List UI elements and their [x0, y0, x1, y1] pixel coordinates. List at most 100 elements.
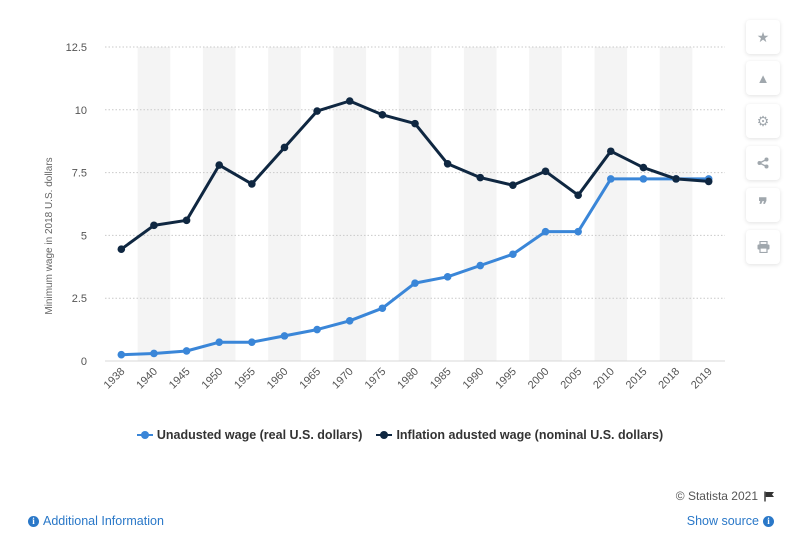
series-points: [117, 97, 713, 359]
x-tick-label: 1960: [265, 366, 291, 392]
flag-icon: [764, 491, 774, 501]
x-tick-label: 2018: [656, 366, 682, 392]
y-tick-label: 7.5: [72, 168, 87, 180]
favorite-button[interactable]: ★: [746, 20, 780, 54]
x-tick-label: 1995: [493, 366, 519, 392]
data-point-series-1[interactable]: [411, 279, 419, 287]
data-point-series-2[interactable]: [443, 160, 452, 168]
x-tick-label: 2005: [558, 366, 584, 392]
show-source-link[interactable]: Show source i: [687, 514, 774, 528]
additional-information-label: Additional Information: [43, 514, 164, 528]
x-tick-label: 1965: [297, 366, 323, 392]
y-tick-label: 0: [81, 356, 87, 368]
info-icon: i: [28, 515, 39, 527]
data-point-series-2[interactable]: [476, 173, 485, 182]
data-point-series-2[interactable]: [280, 143, 289, 152]
x-axis-ticks: 1938 1940 1945 1950 1955 1960 1965 1970 1975 1980…: [102, 366, 715, 392]
bell-icon: ▲: [756, 70, 770, 86]
legend-label: Unadusted wage (real U.S. dollars): [156, 428, 363, 442]
y-tick-label: 10: [75, 105, 87, 117]
column-band: [333, 47, 367, 361]
data-point-series-1[interactable]: [150, 349, 158, 358]
settings-button[interactable]: ⚙: [746, 104, 780, 138]
data-point-series-2[interactable]: [182, 216, 191, 225]
data-point-series-1[interactable]: [541, 227, 550, 236]
x-tick-label: 2010: [591, 366, 617, 392]
column-band: [137, 47, 171, 361]
column-band: [202, 47, 236, 361]
data-point-series-1[interactable]: [639, 175, 648, 183]
chart-legend: Unadusted wage (real U.S. dollars) Infla…: [0, 428, 800, 442]
data-point-series-2[interactable]: [509, 181, 517, 189]
column-band: [594, 47, 628, 361]
statista-credit[interactable]: © Statista 2021: [676, 489, 775, 503]
x-tick-label: 1990: [461, 366, 487, 392]
data-point-series-2[interactable]: [704, 177, 713, 186]
legend-swatch: [136, 429, 153, 441]
y-tick-label: 2.5: [72, 293, 87, 305]
y-axis-ticks: 0 2.5 5 7.5 10 12.5: [66, 42, 87, 368]
data-point-series-1[interactable]: [313, 325, 321, 334]
x-tick-label: 1940: [134, 366, 160, 392]
x-tick-label: 1938: [102, 366, 128, 392]
legend-item-unadjusted[interactable]: Unadusted wage (real U.S. dollars): [136, 428, 363, 442]
share-icon: [757, 157, 769, 169]
data-point-series-2[interactable]: [672, 175, 680, 183]
data-point-series-1[interactable]: [248, 338, 256, 346]
print-icon: [757, 241, 769, 253]
data-point-series-2[interactable]: [117, 245, 126, 254]
data-point-series-2[interactable]: [313, 107, 321, 115]
x-tick-label: 2000: [526, 366, 552, 392]
column-band: [529, 47, 562, 361]
x-tick-label: 2015: [624, 366, 650, 392]
data-point-series-1[interactable]: [606, 175, 615, 183]
data-point-series-1[interactable]: [476, 261, 485, 270]
quote-icon: ❞: [758, 195, 768, 214]
data-point-series-2[interactable]: [639, 163, 648, 172]
data-point-series-1[interactable]: [378, 304, 387, 313]
data-point-series-2[interactable]: [345, 97, 354, 105]
legend-item-inflation-adjusted[interactable]: Inflation adusted wage (nominal U.S. dol…: [376, 428, 663, 442]
x-tick-label: 1955: [232, 366, 258, 392]
credit-text: © Statista 2021: [675, 489, 758, 503]
x-tick-label: 1970: [330, 366, 356, 392]
x-tick-label: 2019: [689, 366, 715, 392]
x-tick-label: 1950: [200, 366, 226, 392]
data-point-series-1[interactable]: [574, 227, 582, 236]
data-point-series-1[interactable]: [280, 332, 289, 340]
data-point-series-1[interactable]: [509, 250, 517, 259]
info-icon: i: [763, 515, 774, 527]
x-tick-label: 1975: [363, 366, 389, 392]
data-point-series-2[interactable]: [606, 147, 615, 156]
column-band: [463, 47, 497, 361]
column-band: [268, 47, 301, 361]
data-point-series-1[interactable]: [215, 338, 224, 346]
data-point-series-2[interactable]: [150, 221, 158, 230]
legend-label: Inflation adusted wage (nominal U.S. dol…: [396, 428, 664, 442]
data-point-series-2[interactable]: [378, 111, 387, 119]
column-band: [398, 47, 432, 361]
share-button[interactable]: [746, 146, 780, 180]
data-point-series-1[interactable]: [443, 273, 452, 281]
y-tick-label: 12.5: [66, 42, 87, 54]
gridlines: [105, 46, 725, 362]
data-point-series-2[interactable]: [248, 180, 256, 188]
cite-button[interactable]: ❞: [746, 188, 780, 222]
column-band: [659, 47, 693, 361]
data-point-series-2[interactable]: [574, 191, 582, 200]
additional-information-link[interactable]: i Additional Information: [28, 514, 164, 528]
data-point-series-1[interactable]: [345, 317, 354, 325]
x-tick-label: 1945: [167, 366, 193, 392]
data-point-series-2[interactable]: [541, 167, 550, 176]
data-point-series-2[interactable]: [411, 119, 419, 128]
print-button[interactable]: [746, 230, 780, 264]
gear-icon: ⚙: [756, 112, 770, 129]
data-point-series-2[interactable]: [215, 161, 224, 169]
notification-button[interactable]: ▲: [746, 61, 780, 95]
data-point-series-1[interactable]: [117, 350, 126, 359]
x-tick-label: 1985: [428, 366, 454, 392]
data-point-series-1[interactable]: [182, 347, 191, 355]
star-icon: ★: [756, 28, 770, 45]
